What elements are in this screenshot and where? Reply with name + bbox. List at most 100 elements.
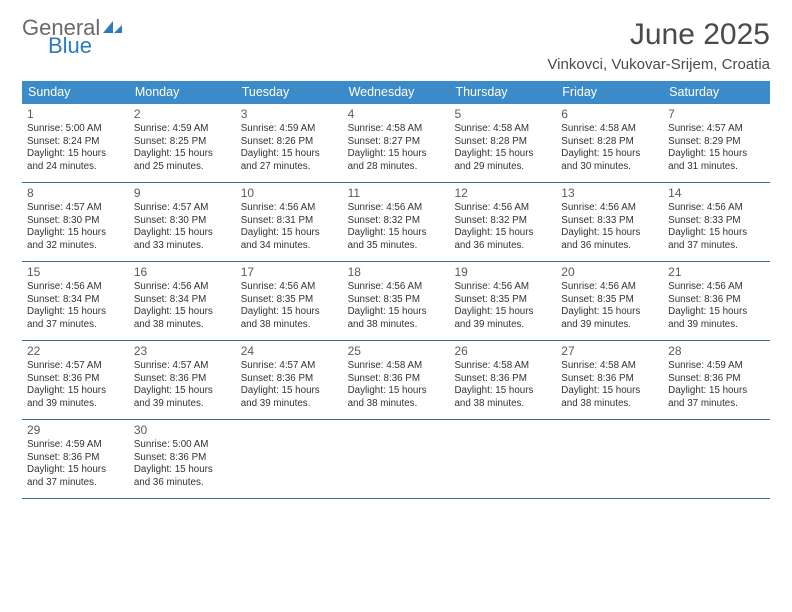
daylight-line: Daylight: 15 hours and 38 minutes. [561, 385, 658, 410]
sunset-line: Sunset: 8:33 PM [668, 215, 765, 228]
day-cell: 1Sunrise: 5:00 AMSunset: 8:24 PMDaylight… [22, 104, 129, 182]
week-row: 15Sunrise: 4:56 AMSunset: 8:34 PMDayligh… [22, 262, 770, 341]
sunset-line: Sunset: 8:36 PM [27, 452, 124, 465]
day-number: 18 [348, 265, 445, 280]
sunrise-line: Sunrise: 4:57 AM [134, 360, 231, 373]
day-number: 14 [668, 186, 765, 201]
day-cell: 13Sunrise: 4:56 AMSunset: 8:33 PMDayligh… [556, 183, 663, 261]
week-row: 1Sunrise: 5:00 AMSunset: 8:24 PMDaylight… [22, 104, 770, 183]
day-cell [236, 420, 343, 498]
sunrise-line: Sunrise: 4:56 AM [561, 202, 658, 215]
day-cell [556, 420, 663, 498]
day-cell: 11Sunrise: 4:56 AMSunset: 8:32 PMDayligh… [343, 183, 450, 261]
sunrise-line: Sunrise: 4:58 AM [561, 360, 658, 373]
location-text: Vinkovci, Vukovar-Srijem, Croatia [547, 56, 770, 73]
weekday-thu: Thursday [449, 81, 556, 104]
day-cell: 18Sunrise: 4:56 AMSunset: 8:35 PMDayligh… [343, 262, 450, 340]
daylight-line: Daylight: 15 hours and 39 minutes. [134, 385, 231, 410]
daylight-line: Daylight: 15 hours and 38 minutes. [241, 306, 338, 331]
daylight-line: Daylight: 15 hours and 39 minutes. [561, 306, 658, 331]
day-cell: 23Sunrise: 4:57 AMSunset: 8:36 PMDayligh… [129, 341, 236, 419]
weekday-sun: Sunday [22, 81, 129, 104]
day-number: 3 [241, 107, 338, 122]
day-cell: 29Sunrise: 4:59 AMSunset: 8:36 PMDayligh… [22, 420, 129, 498]
sunrise-line: Sunrise: 4:56 AM [668, 281, 765, 294]
daylight-line: Daylight: 15 hours and 29 minutes. [454, 148, 551, 173]
sunrise-line: Sunrise: 4:58 AM [454, 360, 551, 373]
sunrise-line: Sunrise: 5:00 AM [134, 439, 231, 452]
day-cell: 5Sunrise: 4:58 AMSunset: 8:28 PMDaylight… [449, 104, 556, 182]
daylight-line: Daylight: 15 hours and 36 minutes. [561, 227, 658, 252]
weekday-header-row: Sunday Monday Tuesday Wednesday Thursday… [22, 81, 770, 104]
sunrise-line: Sunrise: 4:57 AM [27, 360, 124, 373]
daylight-line: Daylight: 15 hours and 31 minutes. [668, 148, 765, 173]
day-number: 4 [348, 107, 445, 122]
title-block: June 2025 Vinkovci, Vukovar-Srijem, Croa… [547, 18, 770, 73]
weekday-mon: Monday [129, 81, 236, 104]
day-cell: 20Sunrise: 4:56 AMSunset: 8:35 PMDayligh… [556, 262, 663, 340]
day-number: 10 [241, 186, 338, 201]
day-number: 6 [561, 107, 658, 122]
sunrise-line: Sunrise: 4:56 AM [27, 281, 124, 294]
sunrise-line: Sunrise: 4:58 AM [348, 360, 445, 373]
day-number: 25 [348, 344, 445, 359]
sunset-line: Sunset: 8:32 PM [348, 215, 445, 228]
sunrise-line: Sunrise: 4:56 AM [668, 202, 765, 215]
sunset-line: Sunset: 8:36 PM [134, 452, 231, 465]
calendar-page: General Blue June 2025 Vinkovci, Vukovar… [0, 0, 792, 509]
day-cell: 19Sunrise: 4:56 AMSunset: 8:35 PMDayligh… [449, 262, 556, 340]
day-cell [663, 420, 770, 498]
sunset-line: Sunset: 8:36 PM [454, 373, 551, 386]
sunrise-line: Sunrise: 4:56 AM [454, 202, 551, 215]
day-cell: 12Sunrise: 4:56 AMSunset: 8:32 PMDayligh… [449, 183, 556, 261]
day-number: 23 [134, 344, 231, 359]
daylight-line: Daylight: 15 hours and 37 minutes. [27, 464, 124, 489]
day-number: 5 [454, 107, 551, 122]
sunset-line: Sunset: 8:28 PM [561, 136, 658, 149]
sunrise-line: Sunrise: 4:56 AM [348, 202, 445, 215]
weekday-tue: Tuesday [236, 81, 343, 104]
weekday-wed: Wednesday [343, 81, 450, 104]
sunset-line: Sunset: 8:36 PM [27, 373, 124, 386]
day-cell: 21Sunrise: 4:56 AMSunset: 8:36 PMDayligh… [663, 262, 770, 340]
sunrise-line: Sunrise: 4:56 AM [348, 281, 445, 294]
sunset-line: Sunset: 8:36 PM [668, 294, 765, 307]
day-number: 26 [454, 344, 551, 359]
sunset-line: Sunset: 8:35 PM [348, 294, 445, 307]
day-cell: 3Sunrise: 4:59 AMSunset: 8:26 PMDaylight… [236, 104, 343, 182]
month-title: June 2025 [547, 18, 770, 52]
sunset-line: Sunset: 8:35 PM [561, 294, 658, 307]
day-cell: 14Sunrise: 4:56 AMSunset: 8:33 PMDayligh… [663, 183, 770, 261]
day-cell: 24Sunrise: 4:57 AMSunset: 8:36 PMDayligh… [236, 341, 343, 419]
day-cell: 28Sunrise: 4:59 AMSunset: 8:36 PMDayligh… [663, 341, 770, 419]
daylight-line: Daylight: 15 hours and 24 minutes. [27, 148, 124, 173]
sunset-line: Sunset: 8:36 PM [241, 373, 338, 386]
day-number: 15 [27, 265, 124, 280]
day-cell: 17Sunrise: 4:56 AMSunset: 8:35 PMDayligh… [236, 262, 343, 340]
daylight-line: Daylight: 15 hours and 39 minutes. [241, 385, 338, 410]
day-cell: 4Sunrise: 4:58 AMSunset: 8:27 PMDaylight… [343, 104, 450, 182]
sunset-line: Sunset: 8:35 PM [241, 294, 338, 307]
logo-text-blue: Blue [48, 36, 124, 57]
sunrise-line: Sunrise: 4:59 AM [134, 123, 231, 136]
day-number: 2 [134, 107, 231, 122]
sunset-line: Sunset: 8:32 PM [454, 215, 551, 228]
sunset-line: Sunset: 8:31 PM [241, 215, 338, 228]
day-number: 8 [27, 186, 124, 201]
week-row: 22Sunrise: 4:57 AMSunset: 8:36 PMDayligh… [22, 341, 770, 420]
sunrise-line: Sunrise: 4:56 AM [454, 281, 551, 294]
sunset-line: Sunset: 8:36 PM [134, 373, 231, 386]
sunset-line: Sunset: 8:24 PM [27, 136, 124, 149]
day-cell: 10Sunrise: 4:56 AMSunset: 8:31 PMDayligh… [236, 183, 343, 261]
day-cell [343, 420, 450, 498]
weekday-fri: Friday [556, 81, 663, 104]
sunrise-line: Sunrise: 4:57 AM [668, 123, 765, 136]
daylight-line: Daylight: 15 hours and 32 minutes. [27, 227, 124, 252]
daylight-line: Daylight: 15 hours and 37 minutes. [668, 227, 765, 252]
daylight-line: Daylight: 15 hours and 33 minutes. [134, 227, 231, 252]
weekday-sat: Saturday [663, 81, 770, 104]
daylight-line: Daylight: 15 hours and 38 minutes. [348, 306, 445, 331]
sunrise-line: Sunrise: 4:59 AM [241, 123, 338, 136]
sunrise-line: Sunrise: 4:57 AM [27, 202, 124, 215]
daylight-line: Daylight: 15 hours and 36 minutes. [134, 464, 231, 489]
